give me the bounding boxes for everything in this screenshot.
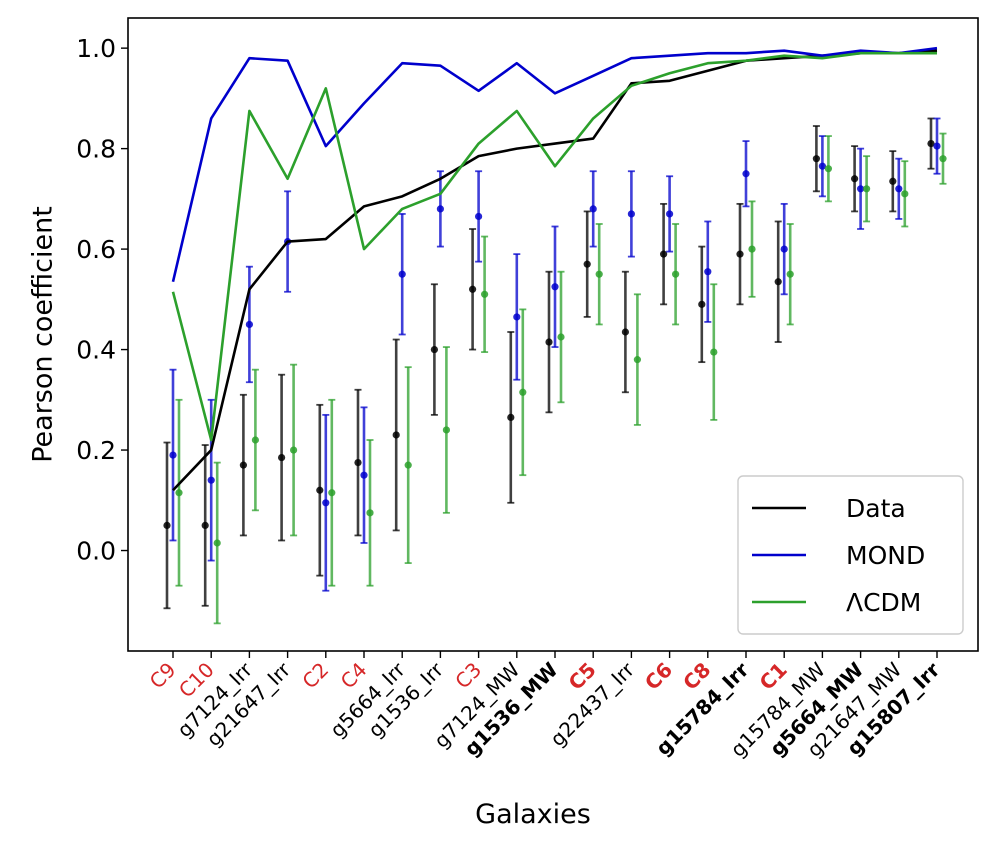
plot-frame [127, 17, 979, 652]
data-point [322, 499, 330, 507]
data-point [251, 436, 259, 444]
data-point [824, 165, 833, 173]
data-point [627, 210, 636, 218]
data-point [519, 388, 527, 396]
legend-label: MOND [846, 541, 925, 570]
data-point [698, 300, 706, 308]
data-point [442, 426, 450, 434]
data-point [290, 446, 298, 454]
data-point [660, 250, 668, 258]
data-point [895, 185, 903, 193]
data-point [207, 476, 215, 484]
data-point [513, 313, 521, 321]
data-point [316, 486, 324, 494]
data-point [748, 245, 756, 253]
x-category-label: C6 [640, 658, 677, 695]
series-data-errorbars [163, 117, 935, 610]
series-line-cdm [171, 51, 937, 442]
data-point [583, 260, 591, 268]
data-point [481, 290, 489, 298]
data-point [774, 278, 782, 286]
data-point [704, 268, 712, 276]
data-point [901, 190, 909, 198]
series-line-mond [171, 46, 938, 283]
data-point [163, 521, 171, 530]
y-tick-label: 0.0 [76, 537, 116, 566]
data-point [545, 338, 553, 346]
y-axis: 0.0 0.2 0.4 0.6 0.8 1.0 [76, 34, 128, 566]
data-point [201, 521, 209, 530]
y-axis-title: Pearson coefficient [27, 206, 58, 463]
data-point [742, 170, 750, 178]
data-point [404, 461, 412, 469]
data-point [857, 185, 865, 193]
x-category-label: C2 [297, 658, 333, 694]
y-tick-label: 0.6 [76, 235, 116, 264]
data-point [169, 451, 177, 459]
data-point [430, 345, 438, 354]
series-layer [163, 46, 947, 625]
legend-label: ΛCDM [846, 588, 921, 617]
data-point [633, 356, 642, 364]
legend-label: Data [846, 494, 906, 523]
data-point [812, 155, 821, 163]
data-point [589, 205, 597, 213]
data-point [818, 162, 827, 170]
legend: Data MOND ΛCDM [737, 475, 964, 635]
data-point [851, 175, 859, 183]
data-point [175, 489, 183, 497]
legend-box [737, 475, 964, 635]
data-point [328, 489, 336, 497]
data-point [710, 348, 718, 356]
data-point [278, 453, 286, 462]
data-point [469, 285, 477, 293]
x-axis-title: Galaxies [475, 799, 591, 830]
data-point [475, 212, 483, 221]
data-point [672, 270, 680, 278]
data-point [507, 413, 515, 421]
data-point [595, 270, 603, 278]
data-point [392, 431, 400, 439]
data-point [927, 139, 935, 148]
data-point [889, 177, 897, 185]
data-point [354, 459, 362, 467]
data-point [666, 210, 674, 218]
data-point [213, 539, 221, 547]
data-point [786, 270, 794, 278]
data-point [933, 142, 941, 150]
series-cdm-errorbars [175, 132, 947, 625]
y-tick-label: 1.0 [76, 34, 116, 63]
data-point [360, 471, 368, 479]
y-tick-label: 0.8 [76, 135, 116, 164]
data-point [436, 205, 444, 213]
data-point [398, 270, 406, 278]
y-tick-label: 0.4 [76, 336, 116, 365]
y-tick-label: 0.2 [76, 436, 116, 465]
data-point [621, 328, 630, 336]
data-point [239, 461, 247, 469]
series-mond-errorbars [169, 117, 941, 592]
data-point [551, 283, 559, 291]
data-point [557, 333, 565, 341]
data-point [736, 250, 744, 258]
data-point [863, 185, 871, 193]
data-point [245, 320, 253, 329]
data-point [939, 155, 947, 163]
data-point [366, 509, 374, 517]
data-point [780, 245, 788, 253]
